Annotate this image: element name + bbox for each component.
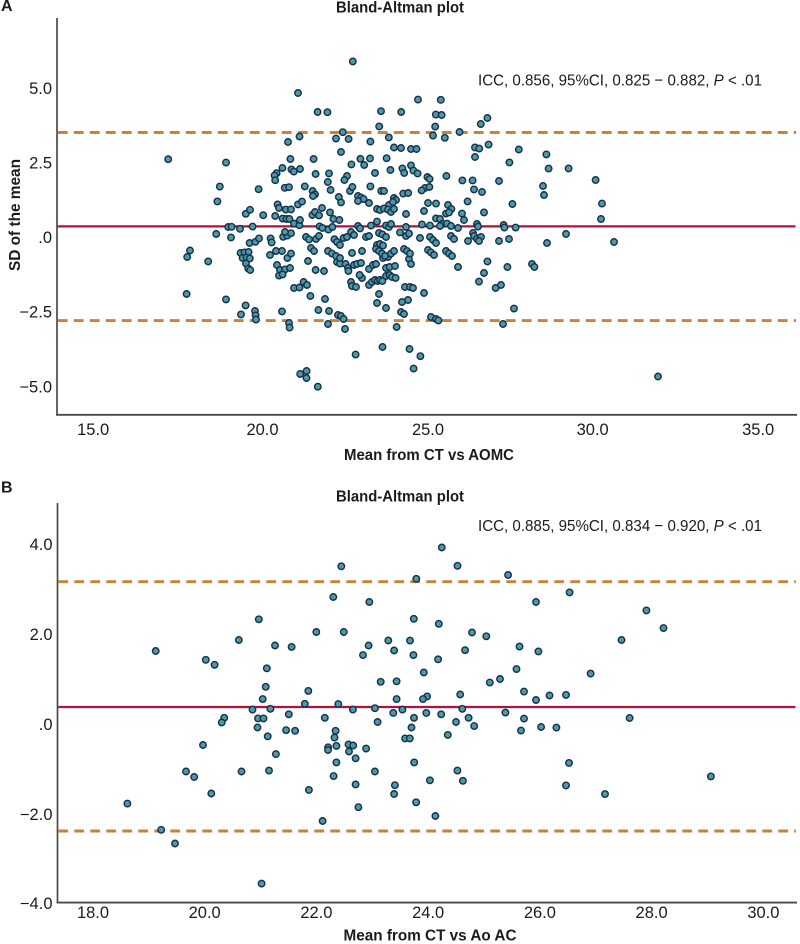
- svg-text:22.0: 22.0: [300, 904, 332, 922]
- svg-text:.0: .0: [39, 716, 53, 734]
- svg-text:A: A: [1, 0, 13, 15]
- svg-text:4.0: 4.0: [30, 536, 53, 554]
- svg-text:SD of the mean: SD of the mean: [7, 159, 24, 271]
- svg-text:5.0: 5.0: [29, 80, 52, 98]
- svg-text:Bland-Altman plot: Bland-Altman plot: [336, 0, 464, 17]
- svg-text:26.0: 26.0: [524, 904, 556, 922]
- svg-text:25.0: 25.0: [412, 421, 444, 439]
- svg-text:24.0: 24.0: [412, 904, 444, 922]
- svg-text:−2.0: −2.0: [20, 806, 53, 824]
- svg-text:B: B: [1, 480, 13, 497]
- svg-text:28.0: 28.0: [636, 904, 668, 922]
- svg-text:2.0: 2.0: [30, 626, 53, 644]
- svg-text:−4.0: −4.0: [20, 895, 53, 913]
- svg-text:20.0: 20.0: [189, 904, 221, 922]
- svg-text:ICC, 0.856, 95%CI, 0.825 − 0.8: ICC, 0.856, 95%CI, 0.825 − 0.882, P < .0…: [478, 72, 762, 89]
- svg-text:Mean from CT vs Ao AC: Mean from CT vs Ao AC: [344, 928, 517, 944]
- svg-text:30.0: 30.0: [747, 904, 779, 922]
- svg-text:ICC, 0.885, 95%CI, 0.834 − 0.9: ICC, 0.885, 95%CI, 0.834 − 0.920, P < .0…: [478, 518, 762, 535]
- svg-text:−5.0: −5.0: [19, 378, 52, 396]
- svg-text:30.0: 30.0: [577, 421, 609, 439]
- svg-text:Bland-Altman plot: Bland-Altman plot: [336, 489, 464, 506]
- svg-text:20.0: 20.0: [246, 421, 278, 439]
- svg-text:Mean from CT vs AOMC: Mean from CT vs AOMC: [344, 447, 514, 464]
- svg-text:18.0: 18.0: [77, 904, 109, 922]
- svg-text:35.0: 35.0: [742, 421, 774, 439]
- svg-text:15.0: 15.0: [77, 421, 109, 439]
- svg-text:.0: .0: [38, 229, 52, 247]
- svg-text:2.5: 2.5: [29, 155, 52, 173]
- svg-text:−2.5: −2.5: [19, 304, 52, 322]
